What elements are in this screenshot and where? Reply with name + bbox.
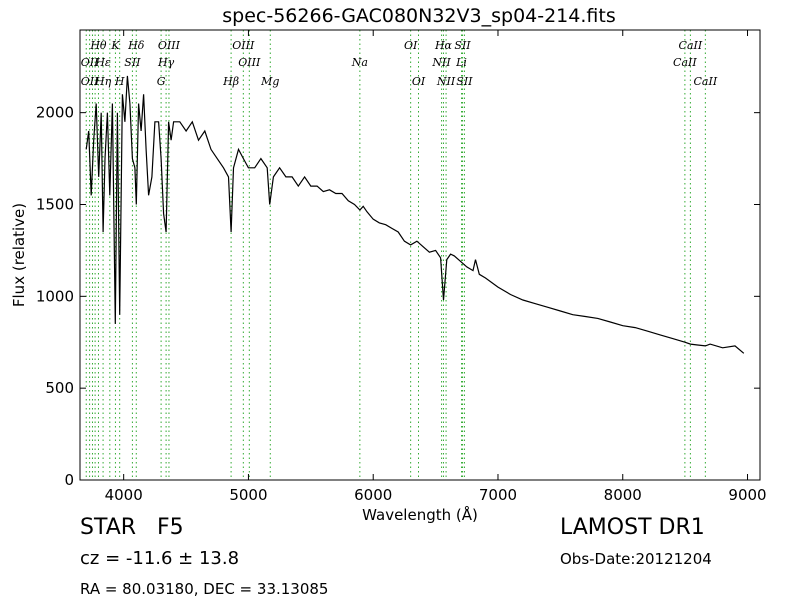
spectral-line-label: Hθ [89,39,107,52]
y-tick-label: 1000 [36,287,74,305]
object-class-text: STAR F5 [80,515,184,540]
spectral-line-label: CaII [679,39,703,52]
spectral-line-label: NII [431,56,451,69]
y-tick-label: 1500 [36,195,74,213]
spectral-line-label: OIII [238,56,261,69]
spectral-line-label: SII [124,56,141,69]
spectral-line-label: Hη [94,75,112,88]
spectral-line-label: NII [436,75,456,88]
spectral-line-label: CaII [673,56,697,69]
spectral-line-label: Mg [260,75,279,88]
y-axis-label: Flux (relative) [10,203,28,307]
x-axis-label: Wavelength (Å) [362,505,478,524]
spectral-line-label: OII [81,75,99,88]
spectral-line-label: OI [412,75,426,88]
spectral-line-label: OIII [158,39,181,52]
observation-date-text: Obs-Date:20121204 [560,550,712,568]
x-tick-label: 8000 [604,486,642,504]
chart-title: spec-56266-GAC080N32V3_sp04-214.fits [222,5,615,27]
spectral-line-label: CaII [694,75,718,88]
x-tick-label: 6000 [354,486,392,504]
spectrum-series-line [85,75,745,354]
spectral-line-label: OI [404,39,418,52]
spectral-line-label: K [110,39,120,52]
x-tick-label: 4000 [105,486,143,504]
spectral-line-label: SII [456,75,473,88]
x-tick-label: 5000 [229,486,267,504]
coordinates-text: RA = 80.03180, DEC = 33.13085 [80,580,328,598]
x-axis-ticks: 4000 5000 6000 7000 8000 9000 [105,30,767,504]
spectral-line-markers [85,30,706,480]
spectral-line-label: Li [455,56,467,69]
redshift-text: cz = -11.6 ± 13.8 [80,548,239,569]
spectral-line-label: G [157,75,166,88]
y-axis-ticks: 0 500 1000 1500 2000 [36,104,760,489]
spectral-line-label: SII [454,39,471,52]
plot-frame [79,29,761,481]
y-tick-label: 2000 [36,104,74,122]
spectral-line-label: Hα [434,39,453,52]
spectral-line-label: Hε [94,56,111,69]
x-tick-label: 7000 [479,486,517,504]
spectral-line-label: Na [351,56,368,69]
spectral-line-label: Hβ [222,75,239,88]
survey-release-text: LAMOST DR1 [560,515,705,540]
spectral-line-label: OIII [232,39,255,52]
y-tick-label: 500 [45,379,74,397]
spectral-line-label: OII [81,56,99,69]
spectral-line-label: Hδ [127,39,145,52]
spectral-line-label: H [114,75,125,88]
y-tick-label: 0 [64,471,74,489]
x-tick-label: 9000 [728,486,766,504]
spectral-line-label: Hγ [157,56,175,69]
